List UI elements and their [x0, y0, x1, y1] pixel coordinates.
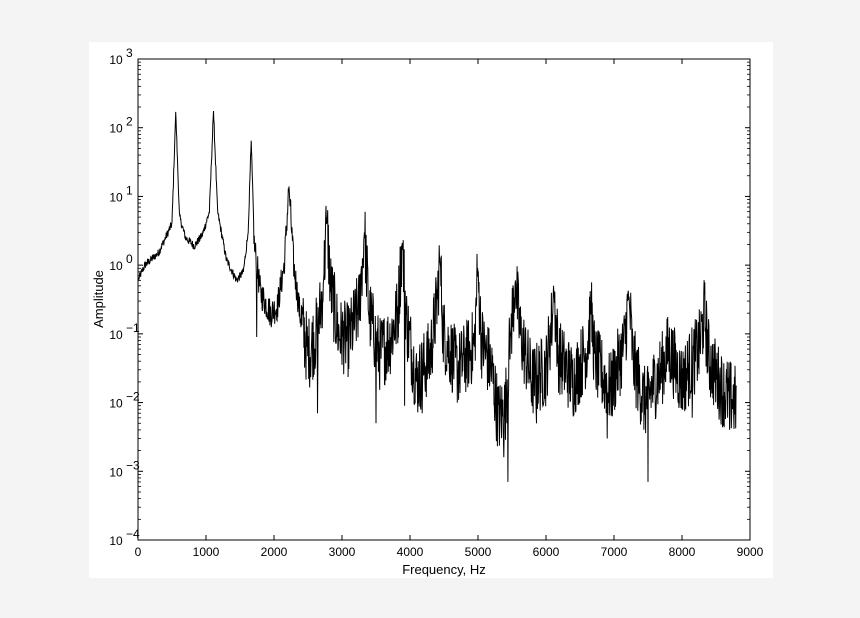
y-tick-exponent: −3	[126, 458, 140, 472]
y-tick-label: 10	[109, 190, 123, 204]
y-tick-label: 10	[109, 259, 123, 273]
plot-area	[137, 58, 751, 541]
y-tick-exponent: −2	[126, 390, 140, 404]
x-axis-label: Frequency, Hz	[402, 562, 486, 577]
x-tick-label: 9000	[737, 545, 764, 559]
y-tick-exponent: −1	[126, 321, 140, 335]
x-tick-label: 1000	[193, 545, 220, 559]
y-tick-exponent: −4	[126, 527, 140, 541]
y-axis-label: Amplitude	[91, 270, 106, 328]
x-tick-label: 8000	[669, 545, 696, 559]
y-tick-label: 10	[109, 328, 123, 342]
x-tick-label: 3000	[329, 545, 356, 559]
y-tick-exponent: 2	[126, 115, 133, 129]
x-tick-label: 5000	[465, 545, 492, 559]
tick-marks	[137, 58, 751, 541]
y-tick-label: 10	[109, 534, 123, 548]
y-tick-exponent: 0	[126, 252, 133, 266]
y-tick-label: 10	[109, 122, 123, 136]
x-tick-label: 0	[135, 545, 142, 559]
x-tick-labels: 0 1000 2000 3000 4000 5000 6000 7000 8000 9000	[135, 545, 764, 559]
y-tick-label: 10	[109, 465, 123, 479]
series-layer	[137, 110, 737, 482]
spectrum-series-line	[137, 110, 737, 482]
x-tick-label: 7000	[601, 545, 628, 559]
x-tick-label: 2000	[261, 545, 288, 559]
x-tick-label: 4000	[397, 545, 424, 559]
y-tick-exponent: 3	[126, 46, 133, 60]
y-tick-label: 10	[109, 53, 123, 67]
y-tick-label: 10	[109, 397, 123, 411]
x-tick-label: 6000	[533, 545, 560, 559]
y-tick-exponent: 1	[126, 183, 133, 197]
